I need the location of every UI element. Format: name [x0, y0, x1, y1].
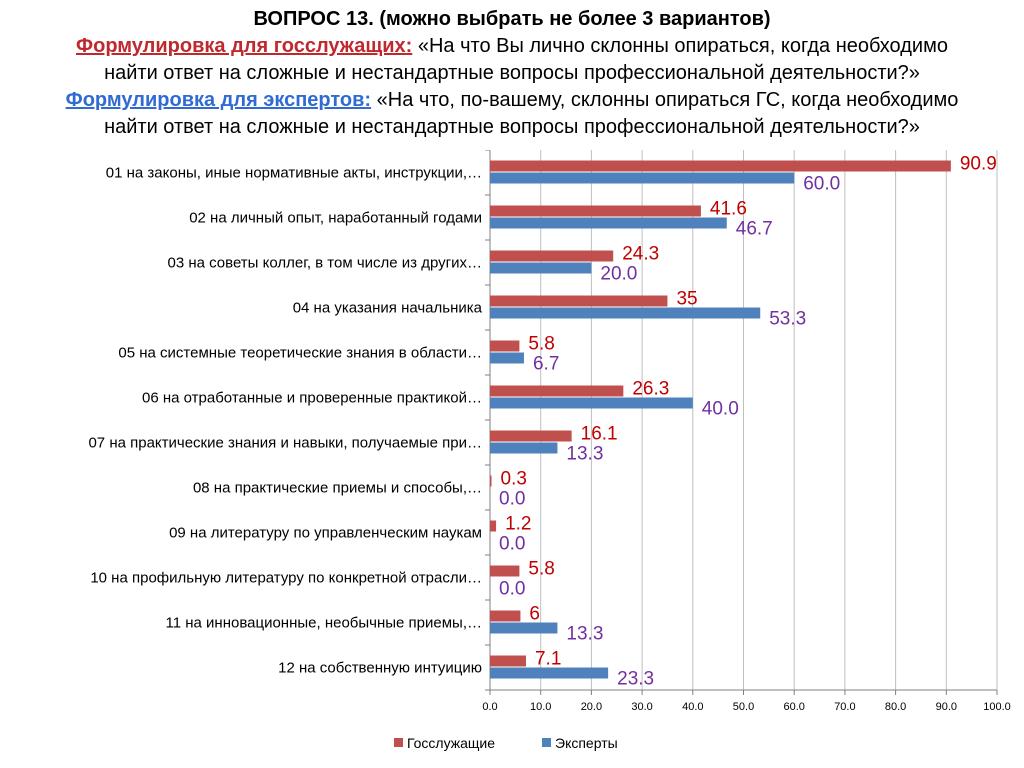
exp-data-label: 13.3 — [566, 444, 603, 465]
exp-bar — [490, 217, 727, 229]
gov-data-label: 7.1 — [535, 649, 561, 670]
category-label: 08 на практические приемы и способы,… — [193, 480, 482, 497]
gov-bar — [490, 385, 624, 397]
gov-bar — [490, 295, 668, 307]
category-label: 05 на системные теоретические знания в о… — [118, 345, 482, 362]
exp-data-label: 23.3 — [617, 669, 654, 690]
exp-bar — [490, 307, 761, 319]
gov-wording-label: Формулировка для госслужащих: — [76, 35, 413, 57]
category-label: 06 на отработанные и проверенные практик… — [142, 390, 482, 407]
gov-data-label: 5.8 — [528, 559, 554, 580]
gov-data-label: 26.3 — [632, 379, 669, 400]
exp-bar — [490, 442, 558, 454]
exp-wording-label: Формулировка для экспертов: — [65, 89, 372, 111]
x-tick-label: 80.0 — [885, 701, 906, 713]
legend-swatch-gov — [394, 738, 403, 747]
exp-bar — [490, 262, 592, 274]
x-tick-label: 30.0 — [631, 701, 652, 713]
gov-data-label: 90.9 — [960, 154, 997, 175]
exp-bar — [490, 397, 693, 409]
category-label: 12 на собственную интуицию — [278, 660, 482, 677]
gov-wording: Формулировка для госслужащих: «На что Вы… — [0, 33, 1024, 60]
exp-wording-text-1: «На что, по-вашему, склонны опираться ГС… — [371, 89, 959, 111]
exp-data-label: 0.0 — [499, 534, 525, 555]
gov-data-label: 1.2 — [505, 514, 531, 535]
exp-data-label: 40.0 — [702, 399, 739, 420]
gov-bar — [490, 430, 572, 442]
legend-label-exp: Эксперты — [555, 735, 618, 751]
exp-data-label: 13.3 — [566, 624, 603, 645]
gov-data-label: 24.3 — [622, 244, 659, 265]
category-label: 04 на указания начальника — [293, 300, 483, 317]
legend-label-gov: Госслужащие — [407, 735, 495, 751]
gov-wording-text-2: найти ответ на сложные и нестандартные в… — [104, 62, 920, 84]
x-tick-label: 0.0 — [482, 701, 497, 713]
exp-data-label: 0.0 — [499, 579, 525, 600]
category-label: 11 на инновационные, необычные приемы,… — [166, 615, 482, 632]
exp-data-label: 60.0 — [803, 174, 840, 195]
bar-chart: 0.0 10.0 20.0 30.0 40.0 50.0 60.0 70.0 80.0 90.0 1… — [88, 150, 1011, 751]
x-tick-label: 20.0 — [581, 701, 602, 713]
exp-data-label: 46.7 — [736, 219, 773, 240]
x-tick-label: 10.0 — [530, 701, 551, 713]
exp-bar — [490, 352, 524, 364]
gov-bar — [490, 250, 614, 262]
exp-data-label: 53.3 — [769, 309, 806, 330]
gov-data-label: 41.6 — [710, 199, 747, 220]
gov-bar — [490, 520, 497, 532]
gov-bar — [490, 340, 520, 352]
slide-header: ВОПРОС 13. (можно выбрать не более 3 вар… — [0, 6, 1024, 141]
gov-data-label: 0.3 — [501, 469, 527, 490]
x-tick-label: 70.0 — [834, 701, 855, 713]
exp-data-label: 0.0 — [499, 489, 525, 510]
legend-swatch-exp — [542, 738, 551, 747]
exp-data-label: 6.7 — [533, 354, 559, 375]
category-label: 01 на законы, иные нормативные акты, инс… — [106, 165, 482, 182]
gov-bar — [490, 655, 526, 667]
gov-data-label: 5.8 — [528, 334, 554, 355]
exp-wording-text-2: найти ответ на сложные и нестандартные в… — [104, 116, 920, 138]
gov-bar — [490, 205, 701, 217]
gov-bar — [490, 475, 492, 487]
gov-bar — [490, 160, 951, 172]
category-label: 03 на советы коллег, в том числе из друг… — [167, 255, 482, 272]
x-tick-label: 90.0 — [936, 701, 957, 713]
x-tick-label: 100.0 — [983, 701, 1011, 713]
x-tick-label: 50.0 — [733, 701, 754, 713]
x-tick-label: 40.0 — [682, 701, 703, 713]
question-title: ВОПРОС 13. (можно выбрать не более 3 вар… — [253, 8, 771, 30]
category-label: 09 на литературу по управленческим наука… — [169, 525, 482, 542]
exp-bar — [490, 622, 558, 634]
gov-wording-text-1: «На что Вы лично склонны опираться, когд… — [412, 35, 948, 57]
gov-data-label: 16.1 — [581, 424, 618, 445]
exp-bar — [490, 172, 795, 184]
gov-bar — [490, 610, 521, 622]
exp-bar — [490, 667, 609, 679]
x-tick-label: 60.0 — [783, 701, 804, 713]
category-label: 02 на личный опыт, наработанный годами — [189, 210, 482, 227]
gov-bar — [490, 565, 520, 577]
exp-wording: Формулировка для экспертов: «На что, по-… — [0, 87, 1024, 114]
exp-data-label: 20.0 — [600, 264, 637, 285]
gov-data-label: 6 — [529, 604, 540, 625]
category-label: 10 на профильную литературу по конкретно… — [90, 570, 482, 587]
category-label: 07 на практические знания и навыки, полу… — [88, 435, 482, 452]
gov-data-label: 35 — [676, 289, 697, 310]
